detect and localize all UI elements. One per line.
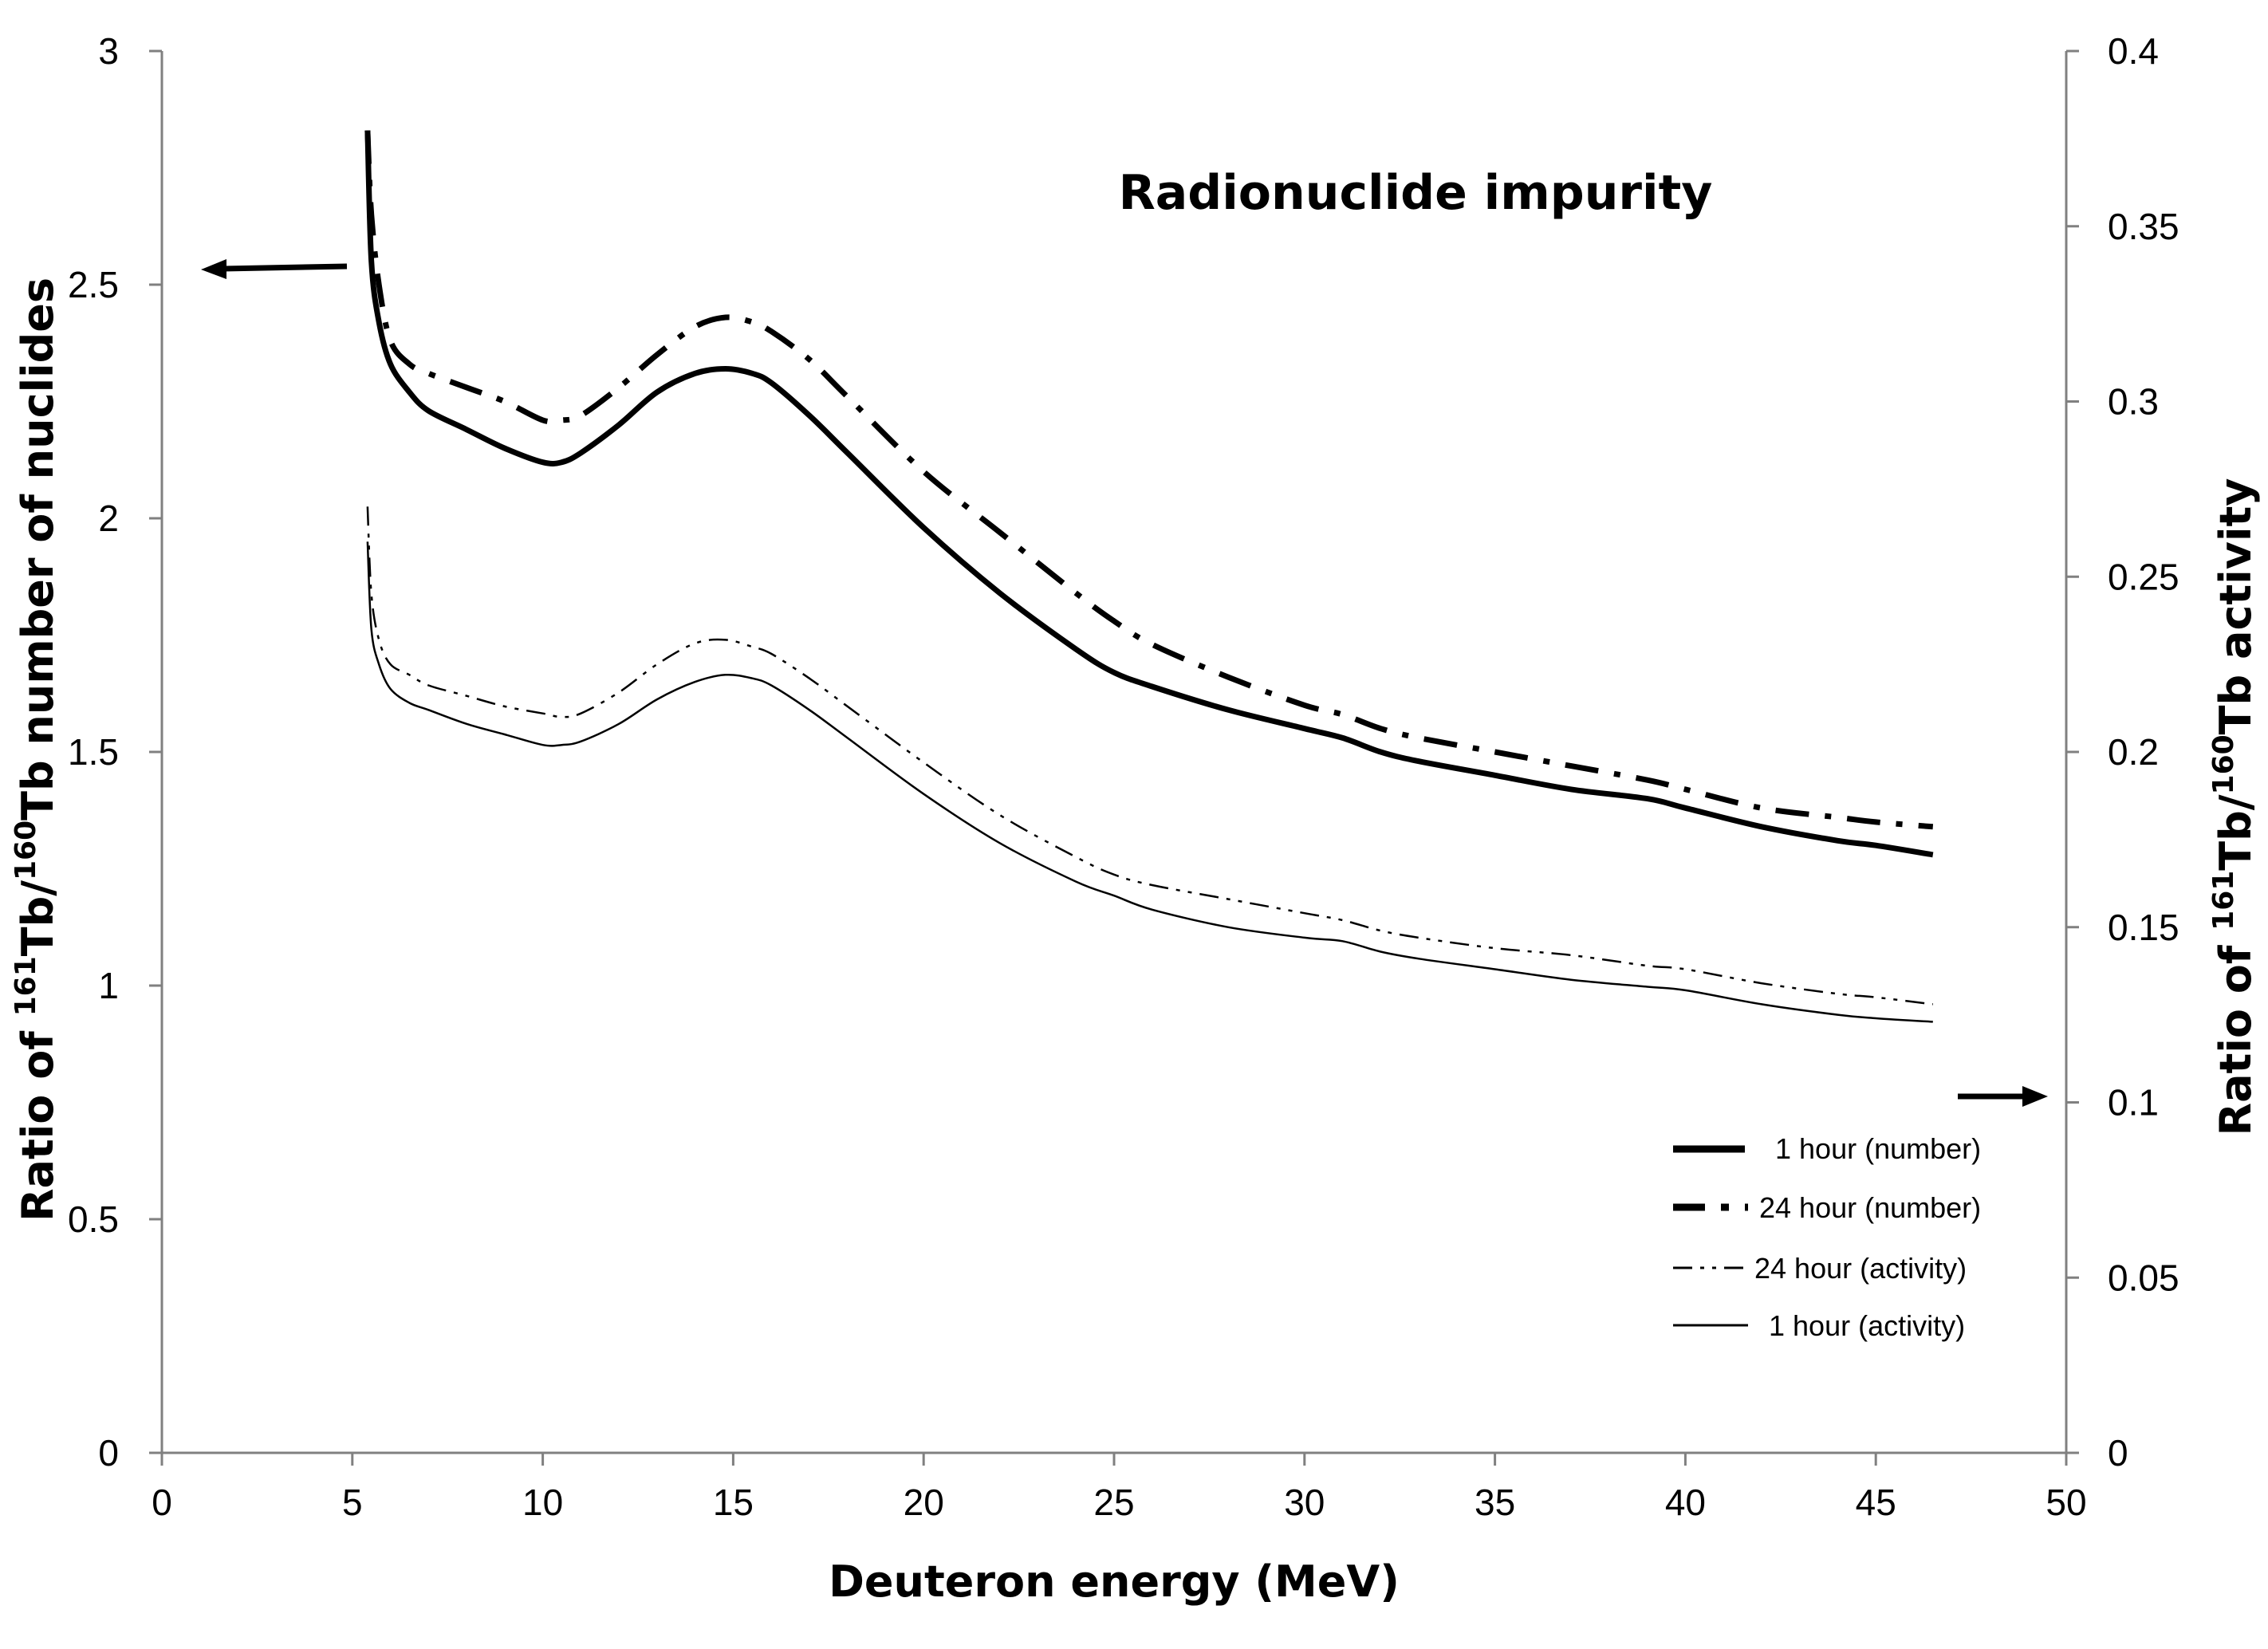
legend-item-1hour-number: 1 hour (number) bbox=[1673, 1132, 1981, 1165]
x-ticks: 0 5 10 15 20 25 30 35 40 45 50 bbox=[152, 1453, 2087, 1523]
y-left-tick-label: 0.5 bbox=[68, 1198, 119, 1240]
left-y-title-suffix: Tb number of nuclides bbox=[13, 277, 63, 821]
right-y-title-mid: Tb/ bbox=[2211, 794, 2261, 870]
legend-label: 24 hour (number) bbox=[1759, 1191, 1981, 1224]
legend-item-24hour-number: 24 hour (number) bbox=[1673, 1191, 1981, 1224]
legend: 1 hour (number) 24 hour (number) 24 hour… bbox=[1673, 1132, 1981, 1342]
left-axis-arrow bbox=[201, 259, 348, 279]
y-left-tick-label: 3 bbox=[98, 30, 119, 72]
series-line-24-hour-activity bbox=[366, 506, 1933, 1006]
x-tick-label: 15 bbox=[713, 1482, 754, 1523]
legend-label: 24 hour (activity) bbox=[1754, 1252, 1967, 1285]
y-left-ticks: 0 0.5 1 1.5 2 2.5 3 bbox=[68, 30, 162, 1474]
y-right-ticks: 0 0.05 0.1 0.15 0.2 0.25 0.3 0.35 0.4 bbox=[2066, 30, 2179, 1474]
legend-label: 1 hour (activity) bbox=[1769, 1309, 1965, 1342]
x-tick-label: 10 bbox=[522, 1482, 563, 1523]
y-right-tick-label: 0.35 bbox=[2108, 206, 2179, 247]
x-axis-title: Deuteron energy (MeV) bbox=[829, 1557, 1400, 1607]
right-y-title-sup1: 161 bbox=[2207, 871, 2240, 931]
x-tick-label: 35 bbox=[1475, 1482, 1515, 1523]
x-tick-label: 45 bbox=[1856, 1482, 1896, 1523]
y-right-tick-label: 0.4 bbox=[2108, 30, 2159, 72]
y-right-tick-label: 0 bbox=[2108, 1432, 2128, 1474]
y-right-tick-label: 0.15 bbox=[2108, 907, 2179, 948]
left-y-title-sup1: 161 bbox=[10, 956, 42, 1016]
y-left-tick-label: 2 bbox=[98, 498, 119, 539]
y-left-tick-label: 1.5 bbox=[68, 731, 119, 773]
x-tick-label: 0 bbox=[152, 1482, 172, 1523]
right-y-title-suffix: Tb activity bbox=[2211, 478, 2261, 735]
y-right-tick-label: 0.05 bbox=[2108, 1257, 2179, 1298]
x-tick-label: 25 bbox=[1093, 1482, 1134, 1523]
right-y-title-prefix: Ratio of bbox=[2211, 931, 2261, 1136]
series-line-1-hour-number bbox=[364, 130, 1934, 858]
right-axis-arrow bbox=[1958, 1086, 2048, 1107]
y-right-tick-label: 0.3 bbox=[2108, 381, 2159, 423]
y-left-tick-label: 0 bbox=[98, 1432, 119, 1474]
series-line-24-hour-number bbox=[364, 130, 1934, 830]
y-left-tick-label: 1 bbox=[98, 965, 119, 1006]
x-tick-label: 40 bbox=[1665, 1482, 1706, 1523]
y-right-tick-label: 0.1 bbox=[2108, 1082, 2159, 1124]
chart-title: Radionuclide impurity bbox=[1119, 165, 1713, 221]
legend-label: 1 hour (number) bbox=[1775, 1132, 1981, 1165]
left-y-title-sup2: 160 bbox=[10, 821, 42, 880]
y-left-tick-label: 2.5 bbox=[68, 264, 119, 305]
left-y-axis-title: Ratio of 161Tb/160Tb number of nuclides bbox=[10, 277, 63, 1222]
y-right-tick-label: 0.2 bbox=[2108, 731, 2159, 773]
legend-item-24hour-activity: 24 hour (activity) bbox=[1673, 1252, 1967, 1285]
legend-item-1hour-activity: 1 hour (activity) bbox=[1673, 1309, 1965, 1342]
left-y-title-prefix: Ratio of bbox=[13, 1016, 63, 1222]
right-y-axis-title: Ratio of 161Tb/160Tb activity bbox=[2207, 478, 2261, 1136]
left-y-title-mid: Tb/ bbox=[13, 880, 63, 956]
x-tick-label: 5 bbox=[342, 1482, 363, 1523]
series-group bbox=[364, 130, 1934, 1023]
x-tick-label: 30 bbox=[1284, 1482, 1325, 1523]
series-line-1-hour-activity bbox=[366, 541, 1933, 1023]
y-right-tick-label: 0.25 bbox=[2108, 556, 2179, 597]
x-tick-label: 50 bbox=[2046, 1482, 2086, 1523]
right-y-title-sup2: 160 bbox=[2207, 734, 2240, 794]
x-tick-label: 20 bbox=[904, 1482, 944, 1523]
